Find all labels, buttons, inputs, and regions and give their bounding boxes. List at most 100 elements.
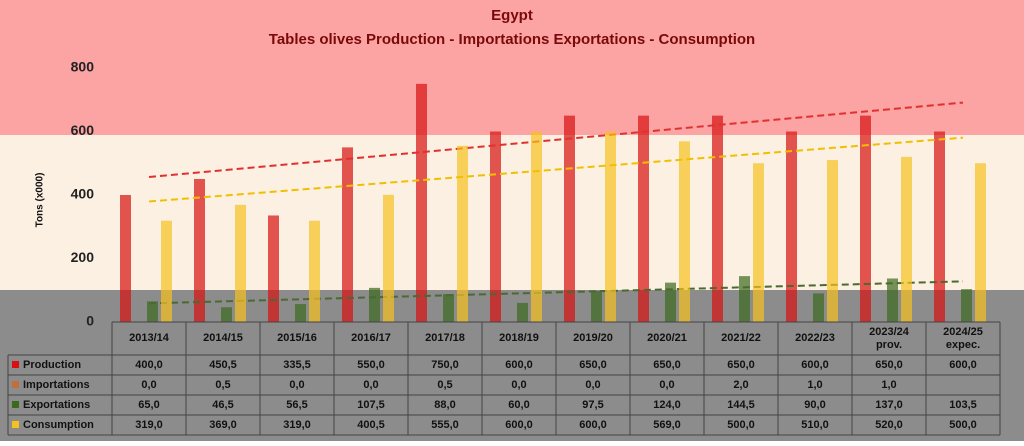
table-value: 0,5 — [437, 379, 452, 391]
y-tick-label: 200 — [71, 249, 95, 265]
legend-label: Exportations — [23, 399, 90, 411]
bar — [934, 132, 945, 323]
x-tick-label: 2013/14 — [129, 332, 170, 344]
y-tick-label: 600 — [71, 122, 95, 138]
table-value: 600,0 — [801, 359, 829, 371]
bar — [712, 116, 723, 322]
table-value: 107,5 — [357, 399, 385, 411]
table-value: 600,0 — [505, 359, 533, 371]
chart-subtitle: Tables olives Production - Importations … — [269, 31, 755, 48]
table-value: 2,0 — [733, 379, 748, 391]
legend-swatch — [12, 421, 19, 428]
y-tick-label: 800 — [71, 59, 95, 75]
bar — [887, 279, 898, 322]
bar — [739, 276, 750, 322]
table-value: 600,0 — [579, 419, 607, 431]
x-tick-label: 2016/17 — [351, 332, 391, 344]
bar — [679, 141, 690, 322]
table-value: 0,0 — [585, 379, 600, 391]
table-value: 335,5 — [283, 359, 311, 371]
table-value: 400,0 — [135, 359, 163, 371]
bar — [591, 291, 602, 322]
table-value: 0,0 — [289, 379, 304, 391]
table-value: 103,5 — [949, 399, 977, 411]
bar — [295, 304, 306, 322]
bar — [605, 132, 616, 323]
table-value: 1,0 — [881, 379, 896, 391]
bar — [813, 293, 824, 322]
table-value: 520,0 — [875, 419, 903, 431]
table-value: 650,0 — [653, 359, 681, 371]
bar — [786, 132, 797, 323]
table-value: 510,0 — [801, 419, 829, 431]
bar — [268, 215, 279, 322]
bar — [443, 294, 454, 322]
table-value: 0,0 — [511, 379, 526, 391]
legend-swatch — [12, 381, 19, 388]
table-value: 550,0 — [357, 359, 385, 371]
bar — [531, 132, 542, 323]
table-value: 555,0 — [431, 419, 459, 431]
table-value: 0,0 — [363, 379, 378, 391]
table-value: 600,0 — [505, 419, 533, 431]
legend-label: Production — [23, 359, 81, 371]
bar — [120, 195, 131, 322]
table-value: 569,0 — [653, 419, 681, 431]
y-tick-label: 400 — [71, 186, 95, 202]
chart-title: Egypt — [491, 7, 533, 24]
table-value: 60,0 — [508, 399, 529, 411]
table-value: 0,0 — [659, 379, 674, 391]
bar — [860, 116, 871, 322]
table-value: 500,0 — [949, 419, 977, 431]
bar — [416, 84, 427, 322]
bar — [369, 288, 380, 322]
bar — [309, 221, 320, 322]
x-tick-label: 2022/23 — [795, 332, 835, 344]
table-value: 88,0 — [434, 399, 455, 411]
table-value: 124,0 — [653, 399, 681, 411]
bar — [383, 195, 394, 322]
table-value: 0,5 — [215, 379, 230, 391]
bar — [147, 301, 158, 322]
table-value: 137,0 — [875, 399, 903, 411]
bar — [235, 205, 246, 322]
table-value: 400,5 — [357, 419, 385, 431]
bar — [342, 147, 353, 322]
legend-label: Importations — [23, 379, 90, 391]
bar — [827, 160, 838, 322]
table-value: 1,0 — [807, 379, 822, 391]
table-value: 319,0 — [283, 419, 311, 431]
legend-swatch — [12, 401, 19, 408]
table-value: 600,0 — [949, 359, 977, 371]
legend-label: Consumption — [23, 419, 94, 431]
bar — [221, 307, 232, 322]
table-value: 90,0 — [804, 399, 825, 411]
x-tick-label: 2021/22 — [721, 332, 761, 344]
table-value: 0,0 — [141, 379, 156, 391]
table-value: 56,5 — [286, 399, 307, 411]
table-value: 65,0 — [138, 399, 159, 411]
x-tick-label: 2020/21 — [647, 332, 687, 344]
table-value: 319,0 — [135, 419, 163, 431]
y-tick-label: 0 — [86, 313, 94, 329]
table-value: 500,0 — [727, 419, 755, 431]
x-tick-label: 2018/19 — [499, 332, 539, 344]
x-tick-label: 2015/16 — [277, 332, 317, 344]
bar — [161, 221, 172, 322]
table-value: 97,5 — [582, 399, 603, 411]
table-value: 650,0 — [727, 359, 755, 371]
bar — [517, 303, 528, 322]
table-value: 144,5 — [727, 399, 755, 411]
table-value: 46,5 — [212, 399, 233, 411]
bar — [901, 157, 912, 322]
legend-swatch — [12, 361, 19, 368]
bar — [457, 146, 468, 322]
table-value: 450,5 — [209, 359, 237, 371]
table-value: 650,0 — [579, 359, 607, 371]
table-value: 369,0 — [209, 419, 237, 431]
bar — [194, 179, 205, 322]
bar — [753, 163, 764, 322]
y-axis-label: Tons (x000) — [35, 173, 46, 228]
